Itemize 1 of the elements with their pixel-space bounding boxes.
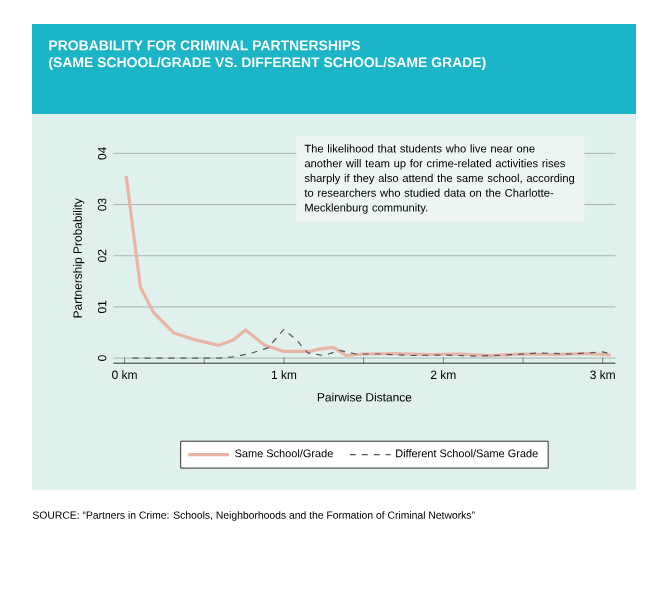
line-series bbox=[124, 174, 613, 358]
